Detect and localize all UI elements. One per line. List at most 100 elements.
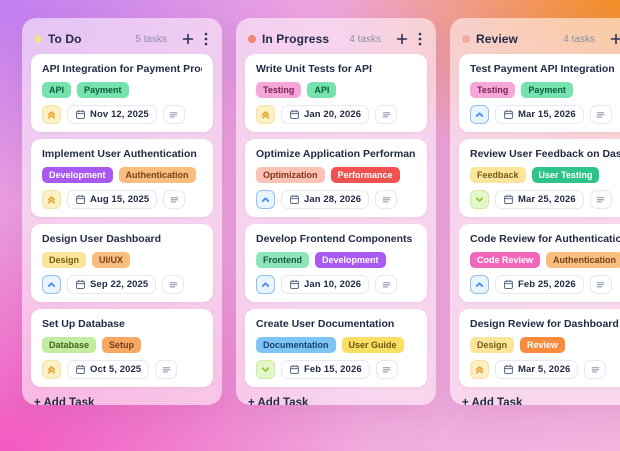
notes-icon [162, 367, 171, 373]
card-meta: Feb 15, 2026 [256, 360, 416, 379]
due-date: Mar 25, 2026 [518, 194, 576, 205]
column-title: Review [476, 32, 518, 46]
card-meta: Mar 15, 2026 [470, 105, 620, 124]
column-title: To Do [48, 32, 82, 46]
task-card[interactable]: Design User Dashboard Design UI/UX Sep 22… [31, 224, 213, 302]
due-date-chip: Mar 15, 2026 [495, 105, 584, 124]
card-meta: Sep 22, 2025 [42, 275, 202, 294]
notes-icon [382, 282, 391, 288]
task-card[interactable]: Develop Frontend Components Frontend Deve… [245, 224, 427, 302]
notes-chip [375, 105, 398, 124]
due-date: Sep 22, 2025 [90, 279, 149, 290]
task-card[interactable]: Set Up Database Database Setup Oct 5, 202… [31, 309, 213, 387]
tag: UI/UX [92, 252, 131, 268]
tag: Performance [330, 167, 400, 183]
column-title: In Progress [262, 32, 330, 46]
tag: Optimization [256, 167, 325, 183]
card-title: Create User Documentation [256, 318, 395, 330]
card-title: Design Review for Dashboard [470, 318, 619, 330]
add-card-button[interactable] [394, 31, 410, 47]
tag: Review [520, 337, 566, 353]
calendar-icon [76, 279, 85, 289]
priority-low-icon [256, 360, 275, 379]
task-card[interactable]: Test Payment API Integration Testing Paym… [459, 54, 620, 132]
add-card-button[interactable] [608, 31, 620, 47]
task-card[interactable]: Create User Documentation Documentation U… [245, 309, 427, 387]
notes-icon [591, 367, 600, 373]
column-menu-button[interactable] [416, 30, 424, 48]
due-date-chip: Jan 28, 2026 [281, 190, 370, 209]
due-date-chip: Feb 15, 2026 [281, 360, 370, 379]
priority-medium-icon [256, 275, 275, 294]
tag-list: Testing Payment [470, 82, 620, 98]
calendar-icon [290, 109, 299, 119]
card-meta: Mar 5, 2026 [470, 360, 620, 379]
priority-high-icon [256, 105, 275, 124]
tag: Development [42, 167, 113, 183]
add-task-button[interactable]: + Add Task [245, 393, 427, 405]
task-card[interactable]: Write Unit Tests for API Testing API Jan … [245, 54, 427, 132]
task-card[interactable]: Optimize Application Performance Optimiz… [245, 139, 427, 217]
kanban-column: In Progress 4 tasks Write Unit Tests for… [236, 18, 436, 405]
task-card[interactable]: Code Review for Authentication Module Co… [459, 224, 620, 302]
add-task-button[interactable]: + Add Task [459, 393, 620, 405]
column-menu-button[interactable] [202, 30, 210, 48]
tag: Frontend [256, 252, 309, 268]
due-date-chip: Nov 12, 2025 [67, 105, 157, 124]
calendar-icon [76, 364, 85, 374]
card-meta: Feb 25, 2026 [470, 275, 620, 294]
tag-list: Code Review Authentication [470, 252, 620, 268]
plus-icon [396, 33, 408, 45]
notes-icon [169, 282, 178, 288]
tag: Testing [470, 82, 516, 98]
tag-list: Feedback User Testing [470, 167, 620, 183]
tag: User Guide [341, 337, 404, 353]
tag-list: Optimization Performance [256, 167, 416, 183]
column-status-dot [248, 35, 256, 43]
due-date: Feb 25, 2026 [518, 279, 576, 290]
task-card[interactable]: Implement User Authentication Developmen… [31, 139, 213, 217]
calendar-icon [504, 109, 513, 119]
tag: Payment [77, 82, 129, 98]
priority-high-icon [470, 360, 489, 379]
task-card[interactable]: API Integration for Payment Processing A… [31, 54, 213, 132]
card-title: Develop Frontend Components [256, 233, 413, 245]
tag: Feedback [470, 167, 526, 183]
kanban-board: To Do 5 tasks API Integration for Paymen… [22, 18, 620, 405]
plus-icon [610, 33, 620, 45]
card-list: Write Unit Tests for API Testing API Jan … [245, 54, 427, 387]
due-date: Jan 28, 2026 [304, 194, 362, 205]
notes-icon [169, 112, 178, 118]
calendar-icon [504, 279, 513, 289]
priority-medium-icon [42, 275, 61, 294]
due-date-chip: Oct 5, 2025 [67, 360, 150, 379]
card-title: Code Review for Authentication Module [470, 233, 620, 245]
notes-chip [375, 275, 398, 294]
tag: Setup [102, 337, 142, 353]
tag: Design [42, 252, 87, 268]
due-date: Jan 10, 2026 [304, 279, 362, 290]
tag: Payment [521, 82, 573, 98]
calendar-icon [76, 194, 85, 204]
notes-chip [584, 360, 607, 379]
column-status-dot [34, 35, 42, 43]
column-status-dot [462, 35, 470, 43]
column-task-count: 5 tasks [135, 33, 167, 45]
card-meta: Oct 5, 2025 [42, 360, 202, 379]
due-date-chip: Aug 15, 2025 [67, 190, 158, 209]
due-date: Jan 20, 2026 [304, 109, 362, 120]
notes-chip [163, 190, 186, 209]
add-task-button[interactable]: + Add Task [31, 393, 213, 405]
tag: Documentation [256, 337, 336, 353]
notes-chip [589, 190, 612, 209]
task-card[interactable]: Design Review for Dashboard Design Review… [459, 309, 620, 387]
card-meta: Aug 15, 2025 [42, 190, 202, 209]
priority-medium-icon [470, 105, 489, 124]
add-card-button[interactable] [180, 31, 196, 47]
tag: API [42, 82, 72, 98]
task-card[interactable]: Review User Feedback on Dashboard Feedba… [459, 139, 620, 217]
tag-list: Documentation User Guide [256, 337, 416, 353]
tag: API [307, 82, 337, 98]
priority-low-icon [470, 190, 489, 209]
card-meta: Jan 10, 2026 [256, 275, 416, 294]
